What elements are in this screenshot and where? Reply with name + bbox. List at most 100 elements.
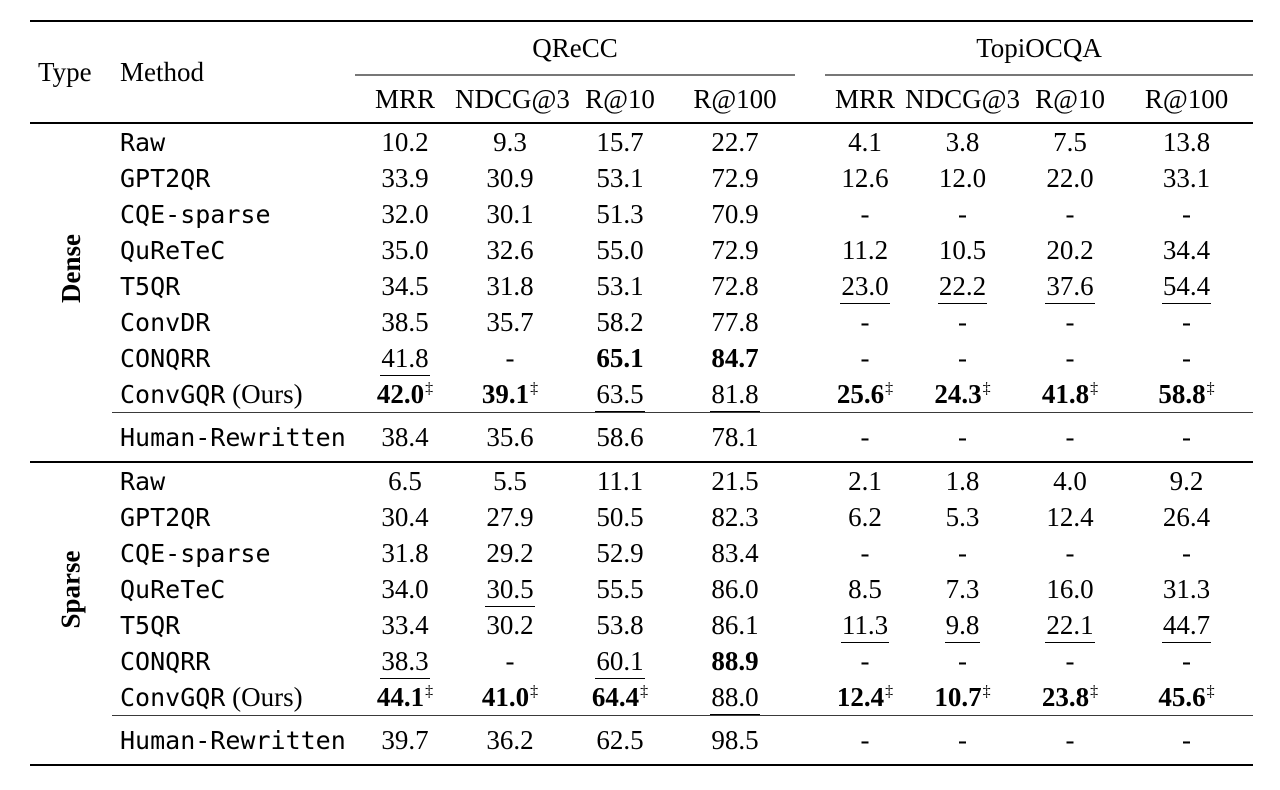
- method-cell: Raw: [112, 123, 355, 160]
- metric-value: 12.0: [905, 160, 1020, 196]
- method-name: ConvDR: [120, 307, 211, 337]
- column-group-gap: [795, 21, 826, 124]
- method-name: Raw: [120, 466, 166, 496]
- col-header-topiocqa-r10: R@10: [1020, 75, 1121, 124]
- value-text: 38.4: [381, 421, 429, 452]
- column-group-gap: [795, 376, 825, 413]
- method-cell: T5QR: [112, 607, 355, 643]
- metric-value: 8.5: [825, 571, 905, 607]
- double-dagger-mark: ‡: [885, 379, 894, 397]
- metric-value: 13.8: [1120, 123, 1253, 160]
- method-cell: QuReTeC: [112, 571, 355, 607]
- value-text: -: [860, 342, 870, 373]
- metric-value: -: [905, 340, 1020, 376]
- metric-value: 32.0: [355, 196, 455, 232]
- value-text: 31.8: [381, 537, 429, 568]
- value-text: 65.1: [596, 342, 644, 373]
- value-text: 41.8: [380, 342, 430, 376]
- value-text: 22.0: [1046, 162, 1094, 193]
- value-text: 13.8: [1162, 126, 1211, 157]
- value-text: 26.4: [1162, 501, 1211, 532]
- metric-value: 5.5: [455, 462, 565, 499]
- double-dagger-mark: ‡: [982, 379, 991, 397]
- value-text: 4.0: [1053, 465, 1087, 496]
- double-dagger-mark: ‡: [885, 682, 894, 700]
- value-text: 84.7: [711, 342, 759, 373]
- metric-value: 22.7: [675, 123, 795, 160]
- value-text: 31.8: [486, 270, 534, 301]
- value-text: 98.5: [711, 724, 759, 755]
- value-text: -: [1065, 421, 1075, 452]
- metric-value: -: [905, 643, 1020, 679]
- table-row: ConvGQR (Ours) 44.1‡ 41.0‡ 64.4‡ 88.0 12.4‡ 10…: [30, 679, 1253, 716]
- method-name: CONQRR: [120, 646, 211, 676]
- value-text: 72.9: [711, 162, 759, 193]
- metric-value: 55.0: [565, 232, 675, 268]
- metric-value: 31.3: [1120, 571, 1253, 607]
- method-cell: Raw: [112, 462, 355, 499]
- value-text: 64.4: [591, 681, 640, 712]
- value-text: 62.5: [596, 724, 644, 755]
- table-row: QuReTeC 35.0 32.6 55.0 72.9 11.2 10.5 20.2 34.4: [30, 232, 1253, 268]
- metric-value: 33.1: [1120, 160, 1253, 196]
- value-text: 58.6: [596, 421, 644, 452]
- metric-value: 9.8: [905, 607, 1020, 643]
- value-text: 41.8: [1041, 378, 1090, 409]
- value-text: -: [1065, 342, 1075, 373]
- value-text: 24.3: [934, 378, 982, 409]
- value-text: -: [958, 724, 968, 755]
- metric-value: 38.4: [355, 412, 455, 463]
- value-text: 30.5: [485, 573, 535, 607]
- metric-value: 33.4: [355, 607, 455, 643]
- value-text: 58.2: [596, 306, 644, 337]
- metric-value: -: [1120, 643, 1253, 679]
- metric-value: 30.1: [455, 196, 565, 232]
- column-group-gap: [795, 196, 825, 232]
- value-text: 86.1: [711, 609, 759, 640]
- metric-value: -: [1120, 715, 1254, 766]
- metric-value: 9.3: [455, 123, 565, 160]
- table-row: ConvGQR (Ours) 42.0‡ 39.1‡ 63.5 81.8 25.6‡ 24.…: [30, 376, 1253, 413]
- value-text: 6.2: [848, 501, 882, 532]
- metric-value: -: [825, 715, 906, 766]
- table-body: Dense Raw 10.2 9.3 15.7 22.7 4.1 3.8 7.5 13.8 GPT2…: [30, 123, 1254, 766]
- method-cell: CONQRR: [112, 643, 355, 679]
- value-text: -: [958, 198, 968, 229]
- table-row-human-rewritten: Human-Rewritten 39.7 36.2 62.5 98.5 - - - -: [30, 715, 1254, 766]
- metric-value: 53.1: [565, 268, 675, 304]
- col-header-topiocqa-mrr: MRR: [825, 75, 906, 124]
- column-group-gap: [795, 571, 825, 607]
- metric-value: -: [1020, 535, 1120, 571]
- col-header-type: Type: [30, 21, 112, 124]
- metric-value: 33.9: [355, 160, 455, 196]
- column-group-gap: [795, 499, 825, 535]
- metric-value: 26.4: [1120, 499, 1253, 535]
- metric-value: -: [455, 643, 565, 679]
- table-row: CQE-sparse 31.8 29.2 52.9 83.4 - - - -: [30, 535, 1253, 571]
- value-text: 10.2: [381, 126, 429, 157]
- value-text: 39.1: [481, 378, 530, 409]
- value-text: -: [958, 342, 968, 373]
- metric-value: 15.7: [565, 123, 675, 160]
- value-text: 12.4: [1046, 501, 1094, 532]
- metric-value: 10.5: [905, 232, 1020, 268]
- metric-value: 78.1: [675, 412, 796, 463]
- metric-value: 11.1: [565, 462, 675, 499]
- metric-value: 22.2: [905, 268, 1020, 304]
- table-row: CQE-sparse 32.0 30.1 51.3 70.9 - - - -: [30, 196, 1253, 232]
- metric-value: -: [825, 535, 905, 571]
- type-cell: Sparse: [30, 462, 112, 716]
- group-header-qrecc: QReCC: [355, 21, 796, 76]
- metric-value: 58.6: [565, 412, 675, 463]
- metric-value: -: [825, 643, 905, 679]
- double-dagger-mark: ‡: [982, 682, 991, 700]
- value-text: 33.9: [381, 162, 429, 193]
- value-text: -: [860, 421, 870, 452]
- metric-value: 88.0: [675, 679, 795, 716]
- metric-value: 45.6‡: [1120, 679, 1253, 716]
- value-text: -: [1065, 537, 1075, 568]
- value-text: -: [505, 645, 515, 676]
- metric-value: 58.2: [565, 304, 675, 340]
- metric-value: 10.2: [355, 123, 455, 160]
- value-text: -: [958, 421, 968, 452]
